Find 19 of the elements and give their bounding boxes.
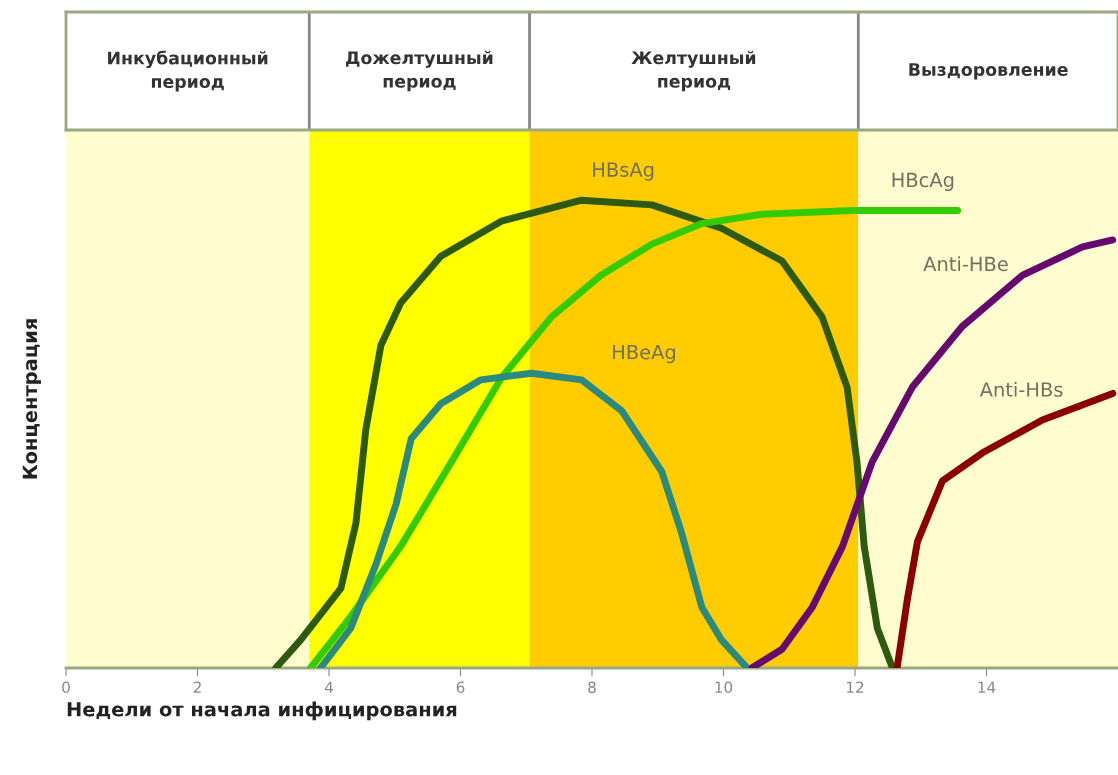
x-tick-label: 4 <box>324 681 333 693</box>
band-label: Желтушный период <box>631 50 756 92</box>
x-axis-title: Недели от начала инфицирования <box>67 701 457 721</box>
series-label: HBcAg <box>892 172 954 192</box>
x-tick-label: 2 <box>193 681 201 693</box>
x-tick-label: 0 <box>62 681 70 694</box>
y-axis-title: Концентрация <box>22 319 41 479</box>
x-tick-label: 12 <box>846 681 864 693</box>
x-tick-label: 10 <box>715 681 733 694</box>
x-tick-label: 8 <box>588 681 596 694</box>
band-label: Выздоровление <box>909 63 1068 80</box>
band-label: Дожелтушный период <box>346 50 493 92</box>
x-tick-label: 6 <box>456 681 465 694</box>
x-tick-label: 14 <box>978 681 996 693</box>
series-label: Anti-HBe <box>923 256 1008 272</box>
series-label: HBsAg <box>593 162 654 181</box>
band-label: Инкубационный период <box>108 50 268 92</box>
series-label: Anti-HBs <box>979 381 1063 397</box>
series-label: HBeAg <box>613 344 675 364</box>
